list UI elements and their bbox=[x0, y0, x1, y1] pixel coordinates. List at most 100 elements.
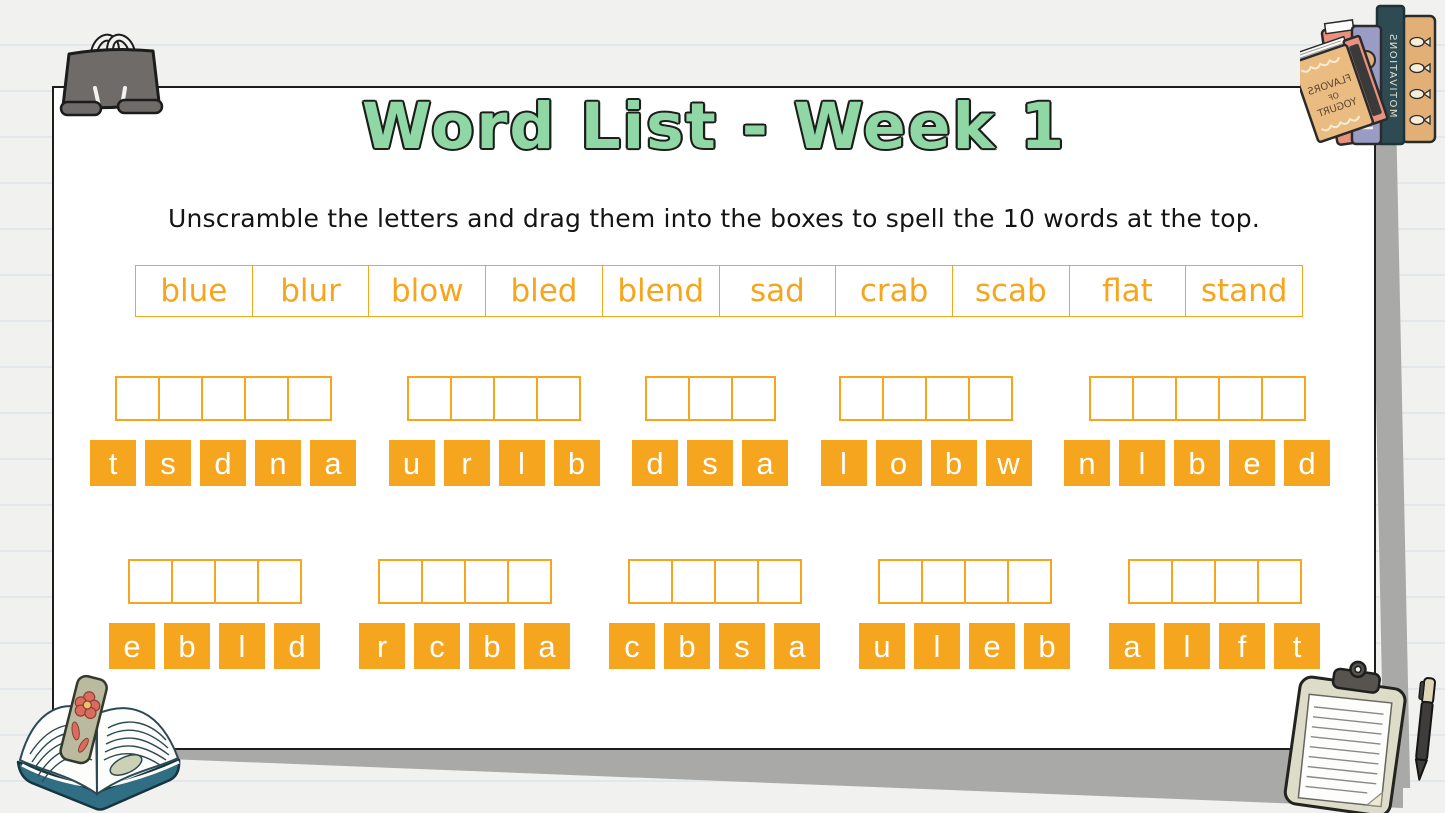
letter-slot[interactable] bbox=[450, 378, 493, 419]
letter-tile[interactable]: e bbox=[109, 623, 155, 669]
letter-slot[interactable] bbox=[687, 378, 731, 419]
letter-slot[interactable] bbox=[286, 378, 330, 419]
letter-slot[interactable] bbox=[1131, 378, 1175, 419]
letter-slot[interactable] bbox=[493, 378, 536, 419]
word-list: blue blur blow bled blend sad crab scab flat stan… bbox=[135, 265, 1303, 317]
word-list-cell: sad bbox=[718, 266, 836, 316]
letter-tile[interactable]: s bbox=[719, 623, 765, 669]
letter-slot[interactable] bbox=[963, 561, 1007, 602]
letter-tile[interactable]: b bbox=[1024, 623, 1070, 669]
book-spine-title: MOTIVATIONS bbox=[1387, 32, 1398, 117]
letter-slot[interactable] bbox=[670, 561, 714, 602]
sheet-shadow-bottom bbox=[58, 750, 1403, 808]
letter-tile[interactable]: u bbox=[388, 440, 435, 486]
letter-slot[interactable] bbox=[213, 561, 257, 602]
letter-tile[interactable]: b bbox=[1174, 440, 1220, 486]
letter-slot[interactable] bbox=[730, 378, 774, 419]
letter-tile[interactable]: d bbox=[632, 440, 678, 486]
letter-tile[interactable]: b bbox=[930, 440, 977, 486]
letter-slot[interactable] bbox=[1170, 561, 1214, 602]
letter-tile[interactable]: c bbox=[414, 623, 460, 669]
letter-tile[interactable]: a bbox=[524, 623, 570, 669]
letter-tile[interactable]: b bbox=[553, 440, 600, 486]
letter-slot[interactable] bbox=[880, 561, 921, 602]
letter-tile[interactable]: s bbox=[145, 440, 191, 486]
letter-tile[interactable]: l bbox=[1119, 440, 1165, 486]
letter-tile[interactable]: o bbox=[875, 440, 922, 486]
letter-tile[interactable]: e bbox=[1229, 440, 1275, 486]
letter-tile[interactable]: a bbox=[1109, 623, 1155, 669]
letter-slot[interactable] bbox=[420, 561, 464, 602]
letter-slot[interactable] bbox=[1260, 378, 1304, 419]
letter-slot[interactable] bbox=[925, 378, 968, 419]
letter-slot[interactable] bbox=[243, 378, 287, 419]
letter-slot[interactable] bbox=[630, 561, 671, 602]
word-list-cell: bled bbox=[485, 266, 602, 316]
letter-tile[interactable]: w bbox=[985, 440, 1032, 486]
letter-tile[interactable]: b bbox=[469, 623, 515, 669]
letter-tile[interactable]: f bbox=[1219, 623, 1265, 669]
letter-slot[interactable] bbox=[157, 378, 201, 419]
letter-tile[interactable]: d bbox=[274, 623, 320, 669]
letter-slot[interactable] bbox=[968, 378, 1011, 419]
letter-slot[interactable] bbox=[1130, 561, 1171, 602]
letter-slot[interactable] bbox=[882, 378, 925, 419]
answer-slot-strip bbox=[407, 376, 581, 421]
letter-slot[interactable] bbox=[463, 561, 507, 602]
letter-tile[interactable]: l bbox=[1164, 623, 1210, 669]
letter-slot[interactable] bbox=[536, 378, 579, 419]
letter-tile[interactable]: a bbox=[742, 440, 788, 486]
letter-slot[interactable] bbox=[117, 378, 158, 419]
answer-slot-strip bbox=[627, 559, 802, 604]
letter-slot[interactable] bbox=[1174, 378, 1218, 419]
letter-tile[interactable]: a bbox=[774, 623, 820, 669]
letter-slot[interactable] bbox=[841, 378, 882, 419]
letter-slot[interactable] bbox=[506, 561, 550, 602]
letter-tile[interactable]: l bbox=[498, 440, 545, 486]
letter-slot[interactable] bbox=[170, 561, 214, 602]
letter-slot[interactable] bbox=[920, 561, 964, 602]
letter-tile[interactable]: d bbox=[200, 440, 246, 486]
letter-tile[interactable]: u bbox=[859, 623, 905, 669]
word-list-cell: blur bbox=[251, 266, 369, 316]
letter-tile[interactable]: a bbox=[310, 440, 356, 486]
letter-slot[interactable] bbox=[200, 378, 244, 419]
word-list-cell: blow bbox=[368, 266, 485, 316]
letter-slot[interactable] bbox=[647, 378, 688, 419]
letter-slot[interactable] bbox=[130, 561, 171, 602]
letter-tile[interactable]: r bbox=[443, 440, 490, 486]
letter-slot[interactable] bbox=[1256, 561, 1300, 602]
letter-tile[interactable]: r bbox=[359, 623, 405, 669]
letter-tile[interactable]: t bbox=[90, 440, 136, 486]
word-list-cell: scab bbox=[951, 266, 1069, 316]
letter-slot[interactable] bbox=[380, 561, 421, 602]
letter-tile[interactable]: d bbox=[1284, 440, 1330, 486]
letter-slot[interactable] bbox=[1213, 561, 1257, 602]
letter-tile[interactable]: b bbox=[164, 623, 210, 669]
letter-tile[interactable]: e bbox=[969, 623, 1015, 669]
letter-tile[interactable]: c bbox=[609, 623, 655, 669]
letter-slot[interactable] bbox=[1091, 378, 1132, 419]
letter-tile[interactable]: b bbox=[664, 623, 710, 669]
letter-slot[interactable] bbox=[1006, 561, 1050, 602]
letter-slot[interactable] bbox=[409, 378, 450, 419]
answer-slot-strip bbox=[1127, 559, 1302, 604]
instruction-text: Unscramble the letters and drag them int… bbox=[168, 204, 1260, 233]
letter-tile[interactable]: s bbox=[687, 440, 733, 486]
letter-slot[interactable] bbox=[1217, 378, 1261, 419]
binder-clip-icon bbox=[59, 33, 164, 117]
letter-tile[interactable]: l bbox=[914, 623, 960, 669]
letter-tile[interactable]: t bbox=[1274, 623, 1320, 669]
letter-tile[interactable]: l bbox=[820, 440, 867, 486]
letter-tile[interactable]: l bbox=[219, 623, 265, 669]
letter-slot[interactable] bbox=[256, 561, 300, 602]
letter-slot[interactable] bbox=[713, 561, 757, 602]
letter-tile[interactable]: n bbox=[1064, 440, 1110, 486]
letter-slot[interactable] bbox=[756, 561, 800, 602]
letter-tile[interactable]: n bbox=[255, 440, 301, 486]
